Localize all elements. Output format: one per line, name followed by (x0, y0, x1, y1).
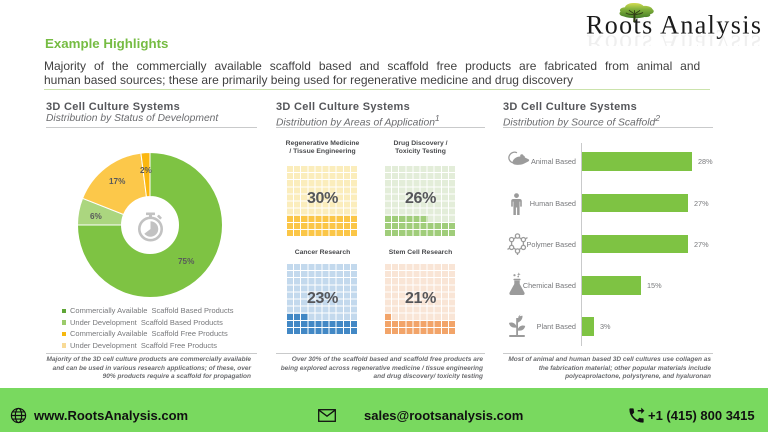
svg-text:Roots Analysis: Roots Analysis (586, 11, 762, 40)
svg-text:Roots Analysis: Roots Analysis (586, 30, 762, 47)
